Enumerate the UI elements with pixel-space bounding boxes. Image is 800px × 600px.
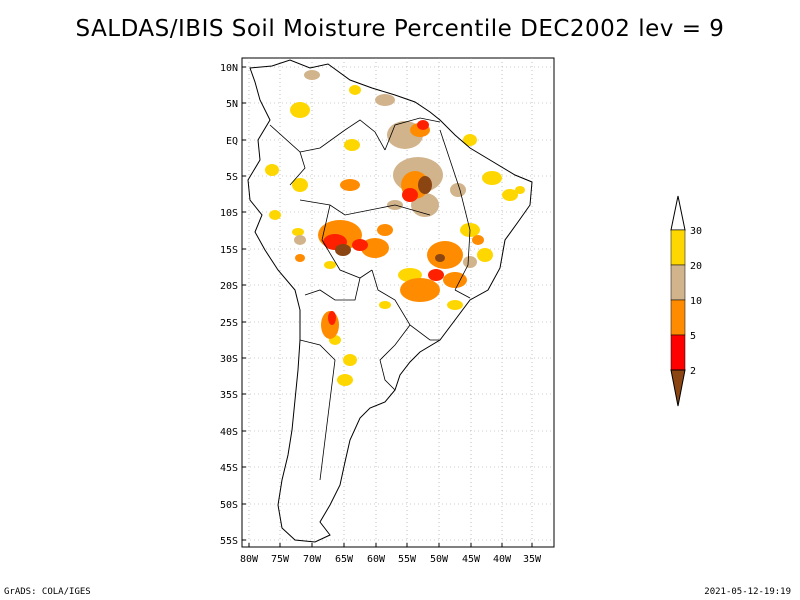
percentile-shading <box>265 70 525 386</box>
graticule <box>242 58 554 547</box>
map-title: SALDAS/IBIS Soil Moisture Percentile DEC… <box>75 16 725 42</box>
latitude-label: 25S <box>220 318 238 329</box>
legend-swatch-10-20 <box>670 264 686 301</box>
latitude-label: 10N <box>220 63 238 74</box>
latitude-label: 35S <box>220 390 238 401</box>
latitude-label: 30S <box>220 354 238 365</box>
legend-label-10: 10 <box>690 296 702 307</box>
latitude-label: 15S <box>220 245 238 256</box>
legend-label-20: 20 <box>690 261 702 272</box>
longitude-label: 55W <box>398 554 417 565</box>
legend-swatch-20-30 <box>670 229 686 266</box>
longitude-label: 60W <box>367 554 386 565</box>
latitude-label: 50S <box>220 500 238 511</box>
longitude-label: 40W <box>493 554 512 565</box>
legend-top-arrow <box>670 195 686 231</box>
latitude-label: 5S <box>226 172 238 183</box>
latitude-label: 5N <box>226 99 238 110</box>
grads-credit: GrADS: COLA/IGES <box>4 587 91 597</box>
longitude-label: 80W <box>240 554 259 565</box>
latitude-label: EQ <box>226 136 238 147</box>
timestamp: 2021-05-12-19:19 <box>704 587 791 597</box>
longitude-labels: 80W 75W 70W 65W 60W 55W 50W 45W 40W 35W <box>240 543 542 565</box>
longitude-label: 70W <box>303 554 322 565</box>
legend-swatch-5-10 <box>670 299 686 336</box>
legend-swatch-2-5 <box>670 334 686 371</box>
longitude-label: 50W <box>430 554 449 565</box>
latitude-label: 20S <box>220 281 238 292</box>
latitude-label: 55S <box>220 536 238 547</box>
color-legend: 30 20 10 5 2 <box>670 195 702 407</box>
legend-label-5: 5 <box>690 331 696 342</box>
legend-label-2: 2 <box>690 366 696 377</box>
longitude-label: 35W <box>523 554 542 565</box>
country-borders <box>269 117 471 481</box>
south-america-coastline <box>247 59 533 543</box>
latitude-labels: 10N 5N EQ 5S 10S 15S 20S 25S 30S 35S 40S 45S 50S 55S <box>220 63 246 547</box>
latitude-label: 10S <box>220 208 238 219</box>
legend-label-30: 30 <box>690 226 702 237</box>
latitude-label: 45S <box>220 463 238 474</box>
longitude-label: 65W <box>335 554 354 565</box>
legend-bottom-arrow <box>670 369 686 407</box>
longitude-label: 75W <box>271 554 290 565</box>
latitude-label: 40S <box>220 427 238 438</box>
longitude-label: 45W <box>462 554 481 565</box>
